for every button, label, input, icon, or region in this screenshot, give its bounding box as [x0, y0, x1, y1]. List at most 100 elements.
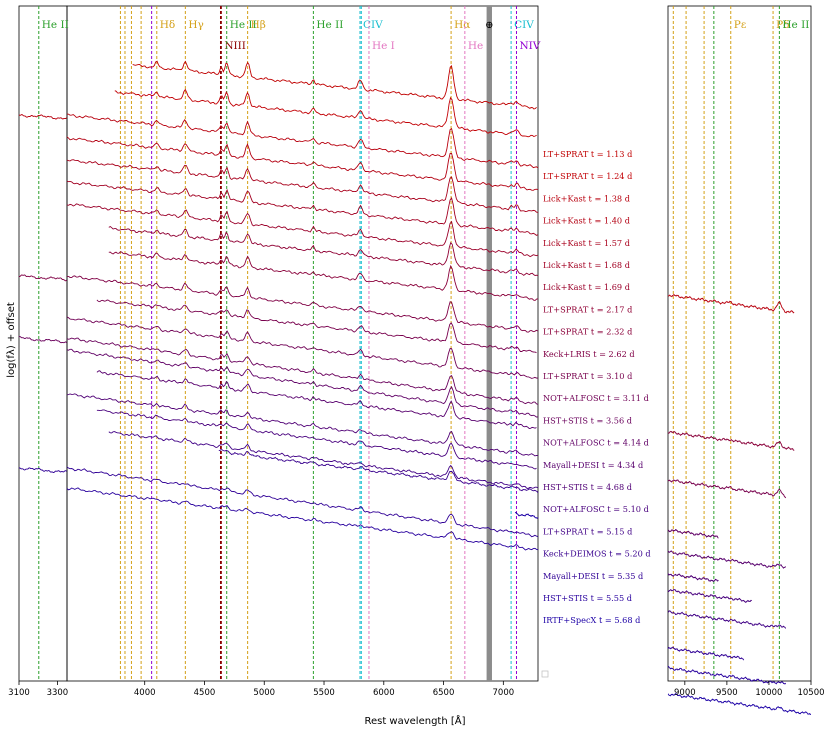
spectrum-series-19 [18, 466, 745, 661]
spectra-group [18, 60, 811, 715]
spectrum-label-7: LT+SPRAT t = 2.17 d [543, 304, 632, 314]
spectrum-path-15-0 [66, 393, 539, 457]
telluric-label: ⊕ [485, 20, 493, 31]
tick-group: 3100 3300 4000 4500 5000 5500 6000 6500 7000 9000… [8, 681, 825, 698]
spectrum-series-21 [514, 512, 811, 715]
spectrum-series-4 [66, 159, 539, 213]
spectrum-label-9: Keck+LRIS t = 2.62 d [543, 349, 635, 359]
series-label-group: LT+SPRAT t = 1.13 d LT+SPRAT t = 1.24 d Li… [543, 149, 651, 625]
spectrum-path-4-0 [66, 159, 539, 213]
spectrum-series-14 [96, 370, 787, 569]
spectrum-series-5 [66, 180, 539, 236]
x-tick-label-3300: 3300 [47, 688, 69, 698]
spectrum-series-6 [66, 203, 539, 258]
line-marker-label-19: NIV [519, 40, 540, 52]
spectrum-series-0 [132, 60, 537, 110]
spectrum-series-15 [66, 393, 719, 583]
spectrum-path-8-1 [667, 430, 795, 451]
spectrum-label-5: Lick+Kast t = 1.68 d [543, 260, 630, 270]
spectrum-label-18: Keck+DEIMOS t = 5.20 d [543, 549, 651, 559]
spectrum-path-9-0 [18, 274, 68, 282]
spectrum-series-3 [66, 136, 539, 191]
x-tick-label-10500: 10500 [797, 688, 824, 698]
line-marker-label-18: CIV [514, 19, 534, 31]
spectrum-path-9-1 [67, 275, 539, 333]
spectrum-label-14: Mayall+DESI t = 4.34 d [543, 460, 643, 470]
spectrum-path-20-1 [667, 665, 787, 685]
spectrum-path-14-1 [667, 550, 787, 569]
spectrum-series-8 [108, 251, 795, 451]
x-tick-label-9500: 9500 [716, 688, 738, 698]
spectrum-path-13-1 [667, 529, 719, 539]
x-tick-label-10000: 10000 [755, 688, 782, 698]
spectrum-path-15-1 [667, 573, 719, 583]
spectrum-path-0-0 [132, 60, 537, 110]
spectrum-label-21: IRTF+SpecX t = 5.68 d [543, 615, 640, 625]
spectrum-label-8: LT+SPRAT t = 2.32 d [543, 327, 632, 337]
spectrum-series-16 [96, 409, 753, 603]
x-tick-label-6500: 6500 [433, 688, 455, 698]
spectrum-path-19-0 [18, 467, 68, 473]
legend-placeholder-box [541, 670, 549, 678]
spectrum-path-11-0 [66, 316, 539, 379]
spectrum-label-10: LT+SPRAT t = 3.10 d [543, 371, 632, 381]
spectrum-path-2-0 [18, 114, 68, 120]
line-marker-label-7: Hγ [188, 19, 203, 31]
spectrum-label-15: HST+STIS t = 4.68 d [543, 482, 632, 492]
spectrum-series-11 [66, 316, 539, 379]
spectrum-label-1: LT+SPRAT t = 1.24 d [543, 171, 632, 181]
line-marker-label-9: NIII [224, 40, 246, 52]
spectrum-path-19-1 [66, 466, 539, 538]
x-tick-label-9000: 9000 [674, 688, 696, 698]
line-marker-label-24: Pε [734, 19, 747, 31]
x-tick-label-4500: 4500 [194, 688, 216, 698]
spectrum-path-2-1 [66, 113, 539, 169]
spectrum-label-16: NOT+ALFOSC t = 5.10 d [543, 504, 649, 514]
spectrum-series-1 [114, 88, 537, 138]
line-marker-label-11: Hβ [251, 19, 266, 31]
line-marker-label-12: He II [316, 19, 343, 31]
spectrum-path-8-0 [108, 251, 539, 301]
line-marker-label-26: He II [782, 19, 809, 31]
axes-frame-middle [66, 5, 539, 682]
spectrum-path-5-0 [66, 180, 539, 236]
x-tick-label-5000: 5000 [253, 688, 275, 698]
spectrum-label-17: LT+SPRAT t = 5.15 d [543, 526, 632, 536]
spectrum-series-18 [218, 449, 539, 494]
spectrum-path-2-2 [667, 293, 795, 314]
spectrum-path-1-0 [114, 88, 537, 138]
axes-frames [18, 5, 812, 682]
spectrum-series-7 [108, 225, 539, 276]
spectrum-path-21-1 [667, 692, 811, 715]
spectrum-label-12: HST+STIS t = 3.56 d [543, 415, 632, 425]
spectrum-series-20 [66, 487, 787, 685]
x-axis-label: Rest wavelength [Å] [364, 714, 465, 727]
spectrum-label-2: Lick+Kast t = 1.38 d [543, 193, 630, 203]
spectrum-label-0: LT+SPRAT t = 1.13 d [543, 149, 632, 159]
line-marker-label-6: Hδ [160, 19, 175, 31]
line-marker-label-17: He I [468, 40, 491, 52]
x-tick-label-3100: 3100 [8, 688, 30, 698]
spectrum-path-17-0 [108, 431, 539, 490]
spectrum-path-6-0 [66, 203, 539, 258]
line-marker-label-16: Hα [454, 19, 470, 31]
spectrum-path-20-0 [66, 487, 539, 551]
spectrum-label-11: NOT+ALFOSC t = 3.11 d [543, 393, 649, 403]
spectrum-series-9 [18, 274, 539, 333]
spectrum-path-17-1 [667, 610, 787, 629]
spectrum-path-16-1 [667, 589, 753, 603]
line-marker-label-15: He I [372, 40, 395, 52]
spectrum-path-13-0 [66, 348, 539, 418]
telluric-band: ⊕ [485, 6, 493, 681]
spectrum-series-17 [108, 431, 787, 629]
telluric-band-rect [486, 6, 492, 681]
spectrum-label-4: Lick+Kast t = 1.57 d [543, 238, 630, 248]
spectrum-path-18-0 [218, 449, 539, 494]
spectrum-path-10-0 [96, 299, 537, 354]
x-tick-label-7000: 7000 [493, 688, 515, 698]
line-marker-label-0: He II [42, 19, 69, 31]
x-tick-label-4000: 4000 [134, 688, 156, 698]
spectrum-path-16-0 [96, 409, 537, 470]
